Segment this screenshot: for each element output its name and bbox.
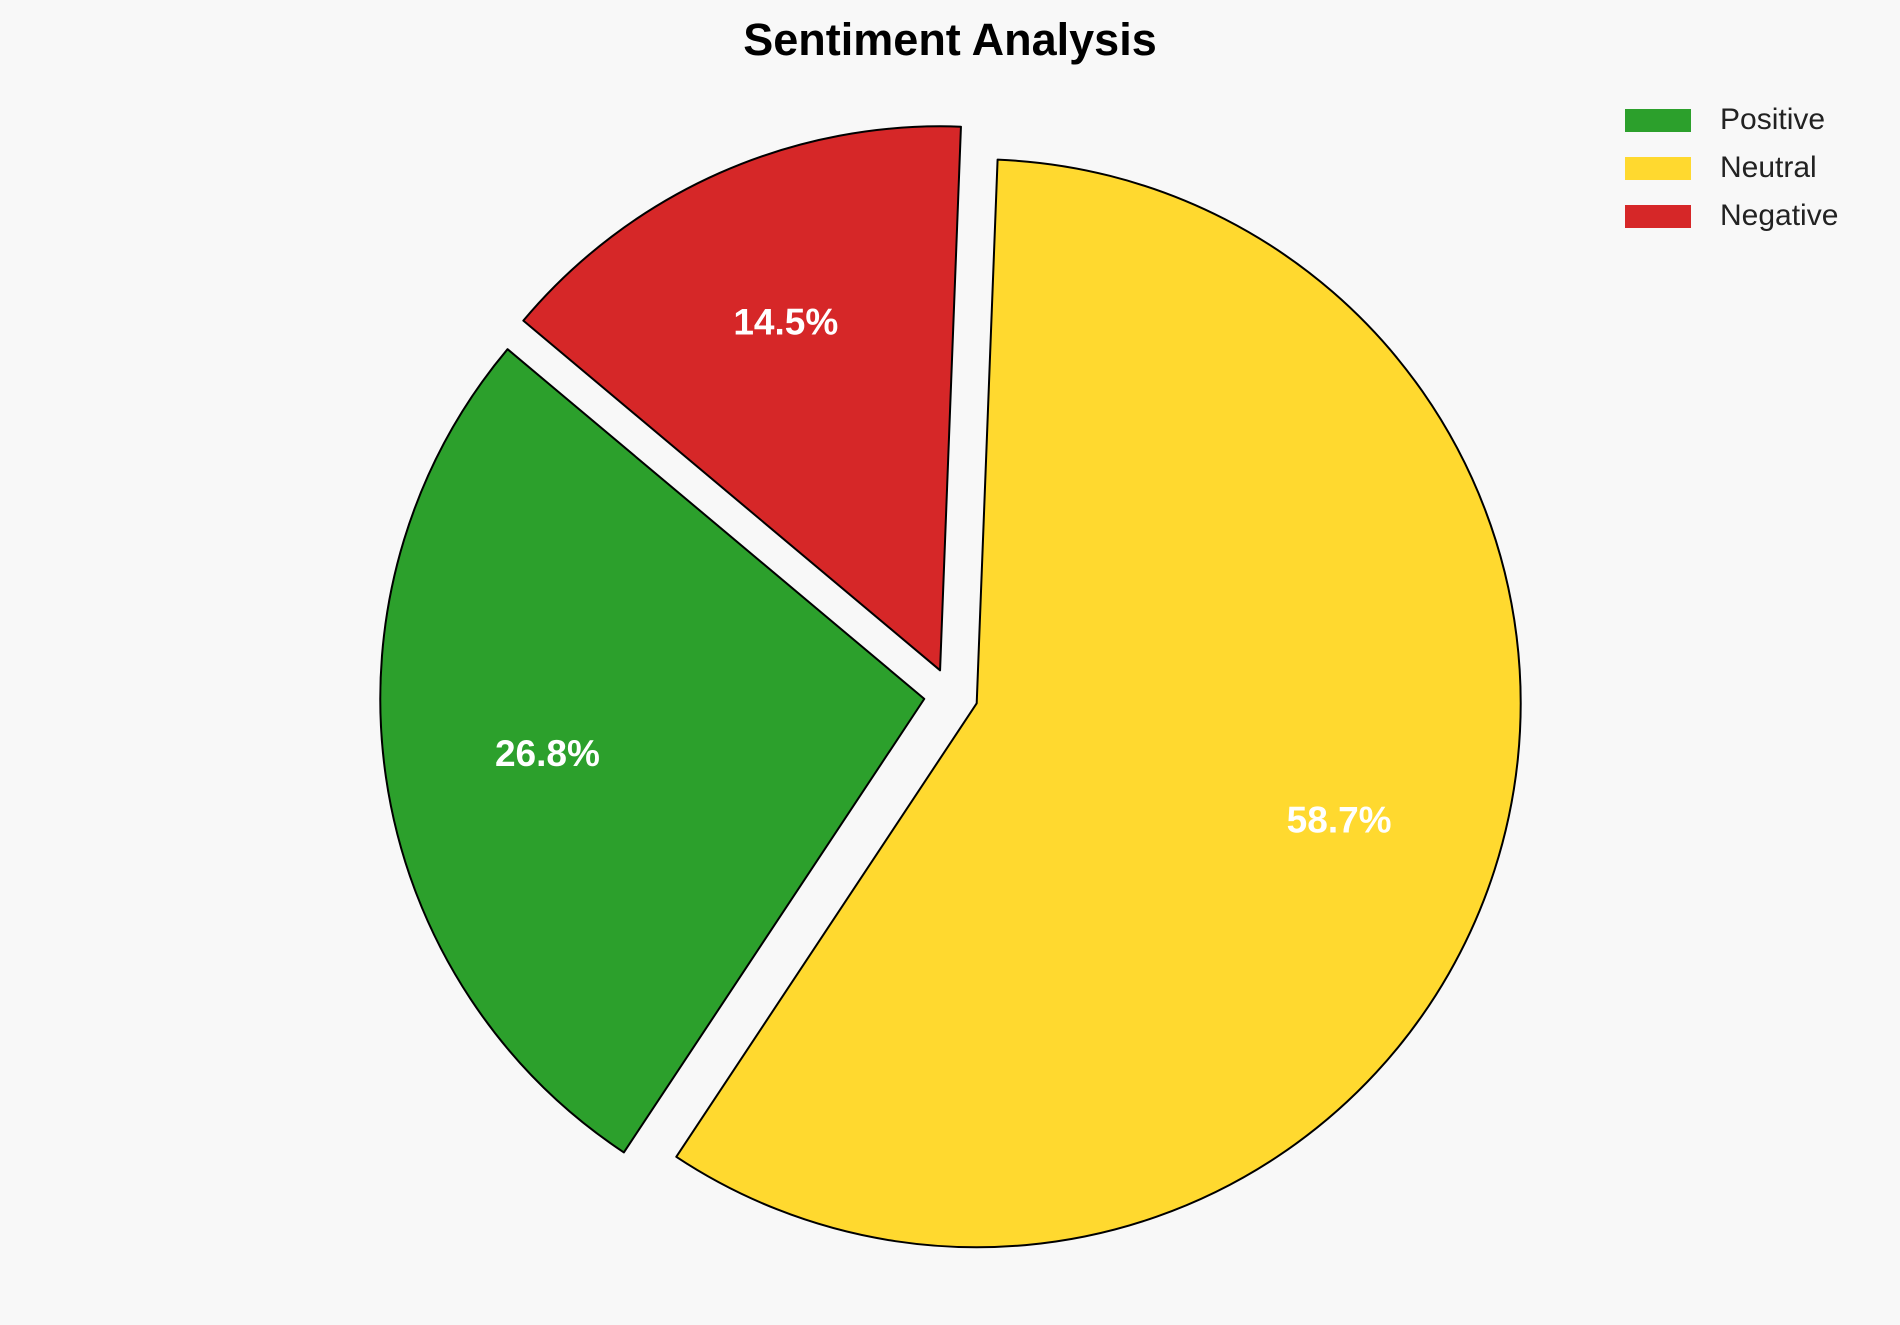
legend-swatch-neutral bbox=[1625, 156, 1691, 180]
pie-slice-positive bbox=[379, 348, 926, 1154]
pie-slice-negative bbox=[522, 125, 962, 672]
legend-item-positive: Positive bbox=[1625, 96, 1838, 144]
legend-swatch-negative bbox=[1625, 204, 1691, 228]
legend-item-negative: Negative bbox=[1625, 192, 1838, 240]
legend-swatch-positive bbox=[1625, 108, 1691, 132]
legend: Positive Neutral Negative bbox=[1625, 96, 1838, 240]
pie-slice-neutral bbox=[675, 158, 1522, 1249]
legend-item-neutral: Neutral bbox=[1625, 144, 1838, 192]
legend-label-positive: Positive bbox=[1720, 103, 1826, 136]
pie-label-negative: 14.5% bbox=[733, 302, 838, 343]
legend-label-negative: Negative bbox=[1720, 199, 1839, 232]
chart-title: Sentiment Analysis bbox=[743, 14, 1157, 65]
pie-label-positive: 26.8% bbox=[495, 733, 600, 774]
legend-label-neutral: Neutral bbox=[1720, 151, 1817, 184]
pie-label-neutral: 58.7% bbox=[1287, 800, 1392, 841]
